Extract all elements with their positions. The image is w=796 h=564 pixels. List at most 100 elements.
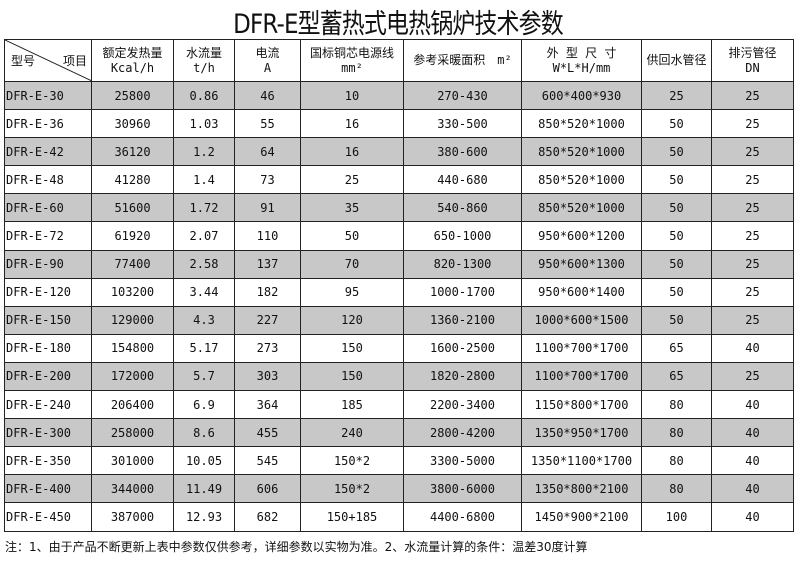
table-cell: 50 xyxy=(641,137,712,167)
table-row: DFR-E-48 41280 1.4 73 25 440-680 850*520*1000 5… xyxy=(4,165,794,195)
table-cell: 70 xyxy=(300,249,404,279)
table-cell: 25 xyxy=(711,80,794,111)
table-cell: 35 xyxy=(300,193,404,223)
table-row: DFR-E-300 258000 8.6 455 240 2800-4200 1350*95… xyxy=(4,418,794,448)
table-cell: 950*600*1400 xyxy=(521,277,642,307)
table-cell: 150*2 xyxy=(300,474,404,504)
table-cell: 1350*800*2100 xyxy=(521,474,642,504)
table-cell: 40 xyxy=(711,333,794,363)
table-cell: 950*600*1200 xyxy=(521,221,642,251)
table-cell: 10.05 xyxy=(173,446,235,476)
table-cell: 150*2 xyxy=(300,446,404,476)
table-row: DFR-E-350 301000 10.05 545 150*2 3300-5000 135… xyxy=(4,446,794,476)
model-cell: DFR-E-90 xyxy=(4,249,92,279)
table-cell: 2.58 xyxy=(173,249,235,279)
table-cell: 8.6 xyxy=(173,418,235,448)
table-cell: 73 xyxy=(234,165,301,195)
model-cell: DFR-E-200 xyxy=(4,361,92,392)
table-cell: 0.86 xyxy=(173,80,235,111)
table-cell: 80 xyxy=(641,474,712,504)
table-cell: 25 xyxy=(641,80,712,111)
table-row: DFR-E-30 25800 0.86 46 10 270-430 600*400*930 2… xyxy=(4,80,794,111)
table-cell: 3.44 xyxy=(173,277,235,307)
table-cell: 55 xyxy=(234,109,301,139)
table-cell: 2800-4200 xyxy=(403,418,522,448)
table-cell: 51600 xyxy=(91,193,174,223)
table-cell: 150+185 xyxy=(300,502,404,532)
table-row: DFR-E-240 206400 6.9 364 185 2200-3400 1150*80… xyxy=(4,390,794,420)
table-cell: 545 xyxy=(234,446,301,476)
column-header-line: A xyxy=(263,60,272,75)
table-cell: 80 xyxy=(641,418,712,448)
column-header-line: 供回水管径 xyxy=(646,53,707,67)
table-cell: 16 xyxy=(300,109,404,139)
table-cell: 50 xyxy=(641,305,712,335)
table-cell: 273 xyxy=(234,333,301,363)
page-title: DFR-E型蓄热式电热锅炉技术参数 xyxy=(233,9,563,40)
table-cell: 850*520*1000 xyxy=(521,193,642,223)
table-cell: 820-1300 xyxy=(403,249,522,279)
footnote: 注：1、由于产品不断更新上表中参数仅供参考，详细参数以实物为准。2、水流量计算的… xyxy=(5,540,588,554)
table-cell: 10 xyxy=(300,80,404,111)
table-cell: 50 xyxy=(641,165,712,195)
table-cell: 25 xyxy=(711,277,794,307)
table-cell: 1150*800*1700 xyxy=(521,390,642,420)
table-cell: 154800 xyxy=(91,333,174,363)
table-cell: 1350*950*1700 xyxy=(521,418,642,448)
table-cell: 1.4 xyxy=(173,165,235,195)
column-header: 额定发热量 Kcal/h xyxy=(91,39,174,82)
column-header-line: DN xyxy=(745,60,760,75)
table-cell: 1600-2500 xyxy=(403,333,522,363)
table-cell: 240 xyxy=(300,418,404,448)
table-cell: 16 xyxy=(300,137,404,167)
table-cell: 50 xyxy=(641,277,712,307)
column-header: 电流 A xyxy=(234,39,301,82)
table-cell: 150 xyxy=(300,333,404,363)
table-cell: 65 xyxy=(641,361,712,392)
table-cell: 1350*1100*1700 xyxy=(521,446,642,476)
table-cell: 80 xyxy=(641,390,712,420)
table-row: DFR-E-180 154800 5.17 273 150 1600-2500 1100*7… xyxy=(4,333,794,363)
column-header-line: 排污管径 xyxy=(728,45,777,60)
table-row: DFR-E-60 51600 1.72 91 35 540-860 850*520*1000… xyxy=(4,193,794,223)
table-cell: 64 xyxy=(234,137,301,167)
table-cell: 2200-3400 xyxy=(403,390,522,420)
table-cell: 25 xyxy=(711,165,794,195)
column-header: 排污管径 DN xyxy=(711,39,794,82)
table-cell: 270-430 xyxy=(403,80,522,111)
table-cell: 650-1000 xyxy=(403,221,522,251)
model-cell: DFR-E-450 xyxy=(4,502,92,532)
table-cell: 25 xyxy=(300,165,404,195)
spec-table: 型号 项目 额定发热量 Kcal/h 水流量 t/h 电流 A 国标铜芯电源线 mm² 参考采暖… xyxy=(4,39,794,532)
model-cell: DFR-E-30 xyxy=(4,80,92,111)
table-cell: 65 xyxy=(641,333,712,363)
table-cell: 25 xyxy=(711,249,794,279)
column-header-line: 外 型 尺 寸 xyxy=(546,45,617,60)
table-cell: 1100*700*1700 xyxy=(521,361,642,392)
model-cell: DFR-E-72 xyxy=(4,221,92,251)
table-cell: 682 xyxy=(234,502,301,532)
table-cell: 455 xyxy=(234,418,301,448)
table-cell: 850*520*1000 xyxy=(521,137,642,167)
table-cell: 137 xyxy=(234,249,301,279)
corner-header: 型号 项目 xyxy=(4,39,92,82)
table-cell: 95 xyxy=(300,277,404,307)
table-cell: 50 xyxy=(641,193,712,223)
table-cell: 387000 xyxy=(91,502,174,532)
table-cell: 5.7 xyxy=(173,361,235,392)
table-cell: 4.3 xyxy=(173,305,235,335)
table-cell: 185 xyxy=(300,390,404,420)
table-cell: 301000 xyxy=(91,446,174,476)
table-row: DFR-E-36 30960 1.03 55 16 330-500 850*520*1000… xyxy=(4,109,794,139)
table-row: DFR-E-90 77400 2.58 137 70 820-1300 950*600*13… xyxy=(4,249,794,279)
table-cell: 600*400*930 xyxy=(521,80,642,111)
table-cell: 6.9 xyxy=(173,390,235,420)
model-cell: DFR-E-350 xyxy=(4,446,92,476)
column-header: 水流量 t/h xyxy=(173,39,235,82)
table-cell: 41280 xyxy=(91,165,174,195)
table-row: DFR-E-200 172000 5.7 303 150 1820-2800 1100*70… xyxy=(4,361,794,392)
table-cell: 25 xyxy=(711,137,794,167)
table-cell: 3300-5000 xyxy=(403,446,522,476)
table-cell: 1000-1700 xyxy=(403,277,522,307)
column-header: 参考采暖面积 m² xyxy=(403,39,522,82)
